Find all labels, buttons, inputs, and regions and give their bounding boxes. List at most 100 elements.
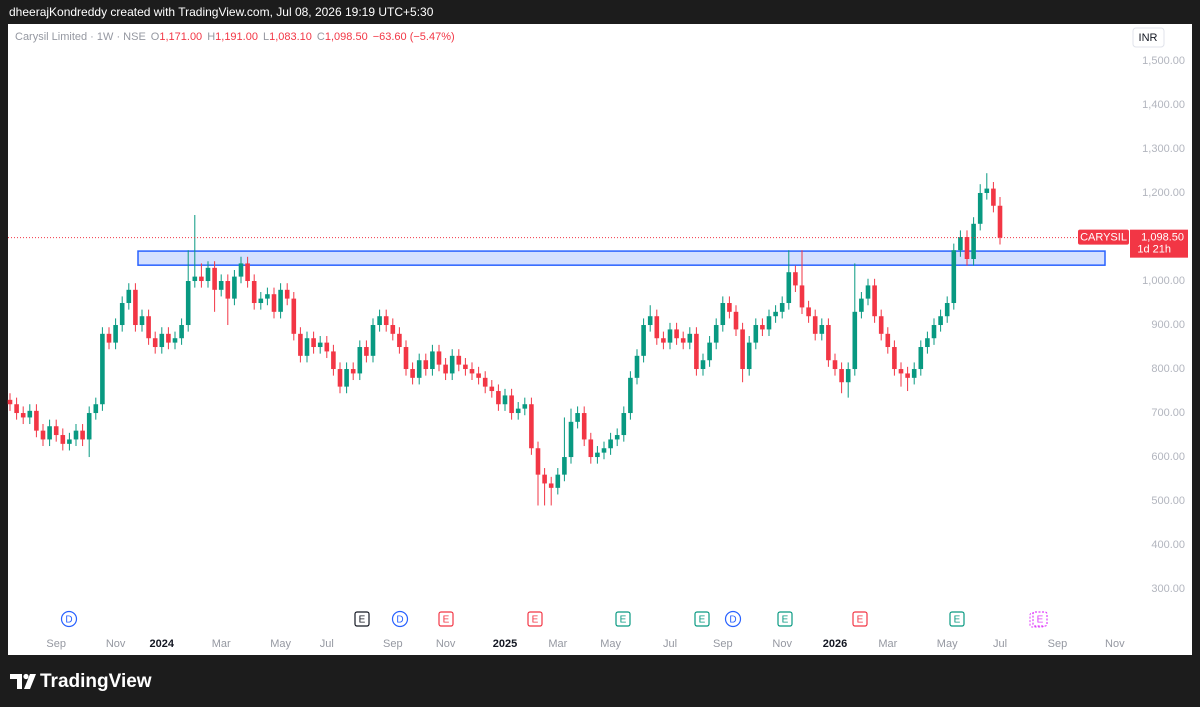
event-icon (60, 610, 78, 628)
event-marker[interactable]: E (949, 611, 965, 627)
x-tick-label: 2024 (150, 638, 175, 650)
candle-body (786, 272, 792, 304)
candle-body (766, 316, 772, 330)
candle-body (707, 342, 712, 361)
candle-body (146, 316, 151, 339)
candle-body (548, 483, 554, 488)
candle-body (812, 316, 818, 334)
x-tick-label: Jul (320, 638, 334, 650)
candle-body (667, 329, 673, 343)
candle-body (852, 311, 858, 370)
currency-box[interactable] (1132, 27, 1165, 48)
y-tick-label: 300.00 (1151, 583, 1185, 595)
x-tick-label: Mar (212, 638, 231, 650)
candle-body (291, 298, 297, 334)
y-tick-label: 1,500.00 (1142, 55, 1185, 67)
event-marker[interactable]: E (438, 611, 454, 627)
candle-body (641, 325, 646, 356)
candle-body (746, 342, 752, 370)
candle-body (245, 263, 250, 282)
event-marker[interactable]: E (615, 611, 631, 627)
candle-body (199, 276, 204, 282)
candle-body (47, 426, 52, 440)
x-tick-label: 2025 (493, 638, 517, 650)
candle-body (350, 369, 356, 374)
candle-body (509, 395, 514, 414)
candle-body (53, 426, 59, 436)
candle-body (806, 307, 811, 317)
candle-body (859, 298, 864, 312)
candle-body (482, 377, 488, 387)
candle-body (991, 188, 996, 206)
candle-body (799, 285, 805, 308)
y-tick-label: 1,400.00 (1142, 99, 1185, 111)
event-icon (949, 611, 965, 627)
event-marker[interactable]: E (694, 611, 710, 627)
candle-body (911, 369, 917, 378)
candle-body (529, 404, 534, 449)
candle-body (568, 421, 574, 458)
symbol-title: Carysil Limited · 1W · NSE (15, 31, 146, 43)
event-marker[interactable]: E (527, 611, 543, 627)
candle-body (779, 303, 785, 312)
candle-body (364, 347, 369, 356)
candle-body (845, 369, 851, 383)
candle-body (595, 452, 600, 458)
candle-body (86, 413, 92, 440)
candle-body (694, 333, 699, 370)
event-label: E (620, 615, 627, 626)
candle-body (608, 439, 613, 449)
candle-body (713, 325, 719, 343)
x-tick-label: Jul (993, 638, 1007, 650)
candle-body (357, 347, 363, 374)
event-marker[interactable]: E (777, 611, 793, 627)
y-tick-label: 500.00 (1151, 495, 1185, 507)
candle-body (654, 316, 660, 339)
candle-body (185, 281, 191, 326)
candle-body (773, 311, 778, 317)
event-icon (1032, 611, 1048, 627)
candle-body (971, 223, 976, 260)
event-marker[interactable]: D (724, 610, 742, 628)
event-marker[interactable]: E (354, 611, 370, 627)
x-tick-label: May (937, 638, 958, 650)
y-tick-label: 1,200.00 (1142, 187, 1185, 199)
candle-body (80, 430, 85, 440)
symbol-tag-box (1078, 229, 1129, 245)
event-marker[interactable]: D (60, 610, 78, 628)
candle-body (984, 188, 990, 193)
candle-body (159, 333, 165, 348)
candle-body (212, 267, 217, 290)
event-marker[interactable]: E (1029, 611, 1048, 628)
candle-body (27, 410, 33, 418)
candle-body (238, 263, 244, 277)
candle-body (898, 369, 904, 374)
candle-body (436, 351, 442, 365)
x-tick-label: Sep (1048, 638, 1068, 650)
candle-body (832, 360, 838, 370)
candle-body (476, 373, 481, 378)
event-icon (724, 610, 742, 628)
candle-body (218, 281, 224, 290)
candle-body (885, 333, 891, 348)
candle-body (469, 369, 475, 374)
candle-body (344, 369, 349, 387)
event-marker[interactable]: E (852, 611, 868, 627)
candle-body (331, 351, 336, 370)
ohlc-value: 1,098.50 (325, 31, 368, 43)
candle-body (133, 289, 138, 326)
candle-body (60, 435, 66, 444)
zone (137, 250, 1106, 266)
candle-body (383, 316, 389, 326)
ohlc-key: L (263, 31, 269, 43)
ohlc-key: C (317, 31, 325, 43)
event-marker[interactable]: D (391, 610, 409, 628)
brand: TradingView (40, 671, 152, 692)
candle-body (680, 338, 686, 343)
candle-body (370, 325, 376, 356)
ohlc-key: H (207, 31, 215, 43)
candle-body (865, 285, 871, 299)
y-tick-label: 700.00 (1151, 407, 1185, 419)
event-icon (777, 611, 793, 627)
candle-body (410, 369, 415, 378)
